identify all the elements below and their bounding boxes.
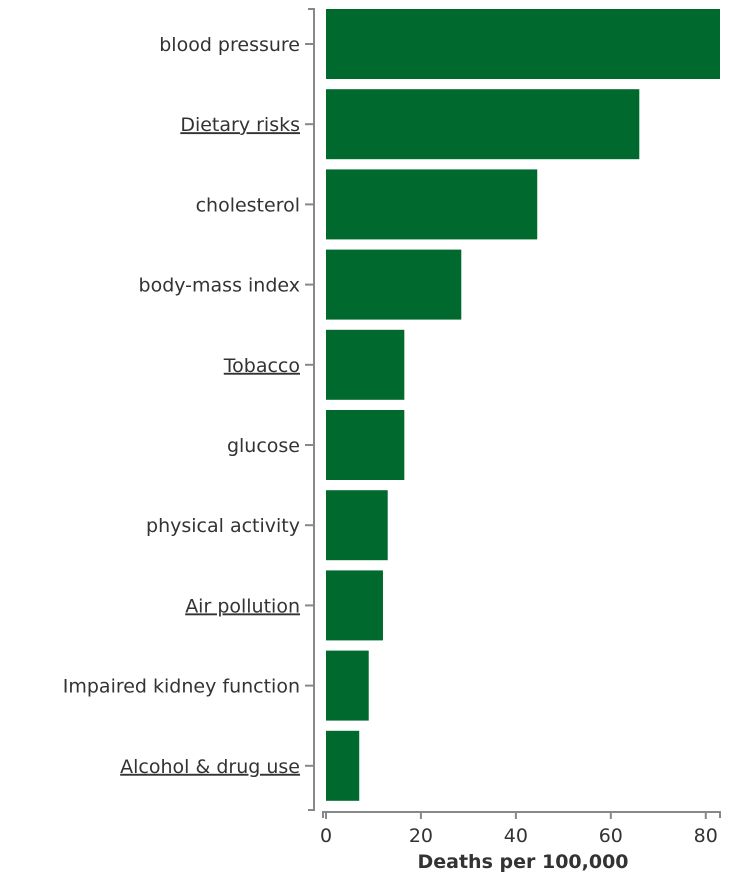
bar-cholesterol[interactable] <box>326 169 538 240</box>
category-link-dietary-risks[interactable]: Dietary risks <box>180 114 300 136</box>
axes-layer <box>305 8 721 819</box>
category-label-cholesterol: cholesterol <box>196 194 300 216</box>
category-label-blood-pressure: blood pressure <box>159 34 300 56</box>
y-axis-line <box>308 8 315 811</box>
bar-dietary-risks[interactable] <box>326 89 640 160</box>
labels-layer: blood pressure Dietary risks cholesterol bo… <box>63 34 718 847</box>
category-label-glucose: glucose <box>227 435 300 457</box>
x-tick-label: 40 <box>504 825 528 847</box>
x-tick-label: 20 <box>409 825 433 847</box>
bar-glucose[interactable] <box>326 410 405 480</box>
category-label-impaired-kidney-function: Impaired kidney function <box>63 676 300 698</box>
bar-alcohol-drug-use[interactable] <box>326 730 360 801</box>
x-tick-label: 0 <box>320 825 332 847</box>
category-label-body-mass-index: body-mass index <box>139 275 300 297</box>
bar-physical-activity[interactable] <box>326 490 388 561</box>
bar-body-mass-index[interactable] <box>326 249 462 320</box>
x-tick-label: 60 <box>599 825 623 847</box>
category-link-air-pollution[interactable]: Air pollution <box>185 595 300 617</box>
x-tick-label: 80 <box>694 825 718 847</box>
x-axis-title: Deaths per 100,000 <box>417 851 628 873</box>
category-link-tobacco[interactable]: Tobacco <box>223 355 300 377</box>
bars-layer <box>326 9 720 801</box>
category-label-physical-activity: physical activity <box>146 515 300 537</box>
bar-blood-pressure[interactable] <box>326 9 720 79</box>
bar-impaired-kidney-function[interactable] <box>326 650 369 721</box>
category-link-alcohol-drug-use[interactable]: Alcohol & drug use <box>120 756 300 778</box>
x-axis-line <box>322 811 721 818</box>
bar-tobacco[interactable] <box>326 329 405 400</box>
bar-air-pollution[interactable] <box>326 570 383 641</box>
